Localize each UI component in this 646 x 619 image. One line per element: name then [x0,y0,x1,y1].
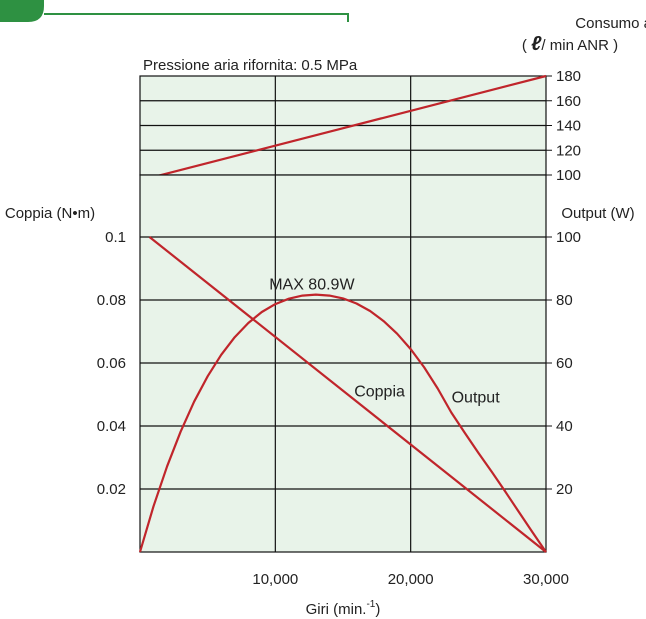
left-tick-label: 0.06 [97,355,126,372]
upper-right-tick-label: 160 [556,93,581,110]
lower-panel: 0.02 0.04 0.06 0.08 0.1 20 40 60 80 100 10,000 20… [5,174,635,618]
x-tick-label: 20,000 [388,571,434,588]
upper-right-tick-label: 100 [556,167,581,184]
left-axis-label: Coppia (N•m) [5,205,95,222]
upper-gridlines [140,76,546,175]
header-badge-shape [0,0,44,22]
left-tick-label: 0.08 [97,292,126,309]
annotations: MAX 80.9W Coppia Output [269,276,500,406]
lower-gridlines [140,175,546,552]
upper-series [146,74,547,180]
right-tick-label: 80 [556,292,573,309]
output-curve [138,293,547,553]
upper-right-tick-label: 120 [556,142,581,159]
right-tick-label: 60 [556,355,573,372]
annotation-label: Output [452,390,501,407]
right-tick-label: 100 [556,229,581,246]
x-tick-labels: 10,000 20,000 30,000 [252,571,569,588]
x-axis-label-superscript: -1 [366,599,375,610]
liter-symbol: ℓ [531,33,542,55]
right-tick-label: 20 [556,481,573,498]
upper-title: Pressione aria rifornita: 0.5 MPa [143,57,358,74]
upper-panel: 100 120 140 160 180 Pressione aria rifornita… [139,15,646,184]
right-axis-label: Output (W) [561,205,634,222]
right-tick-label: 40 [556,418,573,435]
left-tick-label: 0.04 [97,418,126,435]
upper-right-axis-label-line2: ( ℓ/ min ANR ) [522,33,618,55]
lower-series [138,236,547,553]
x-axis-label: Giri (min.-1) [306,599,381,618]
header-rule [44,13,349,22]
left-tick-label: 0.1 [105,229,126,246]
left-tick-label: 0.02 [97,481,126,498]
x-tick-label: 10,000 [252,571,298,588]
upper-right-tick-label: 140 [556,118,581,135]
x-tick-label: 30,000 [523,571,569,588]
annotation-label: MAX 80.9W [269,276,355,293]
header-badge [0,0,349,22]
left-tick-labels: 0.02 0.04 0.06 0.08 0.1 [97,229,126,498]
upper-right-axis-label-line1: Consumo aria [575,15,646,32]
upper-right-ticks: 100 120 140 160 180 [546,68,581,184]
upper-right-tick-label: 180 [556,68,581,85]
right-tick-labels: 20 40 60 80 100 [546,229,581,498]
air-consumption-line [146,74,547,180]
annotation-label: Coppia [354,383,405,400]
torque-line [148,236,547,553]
